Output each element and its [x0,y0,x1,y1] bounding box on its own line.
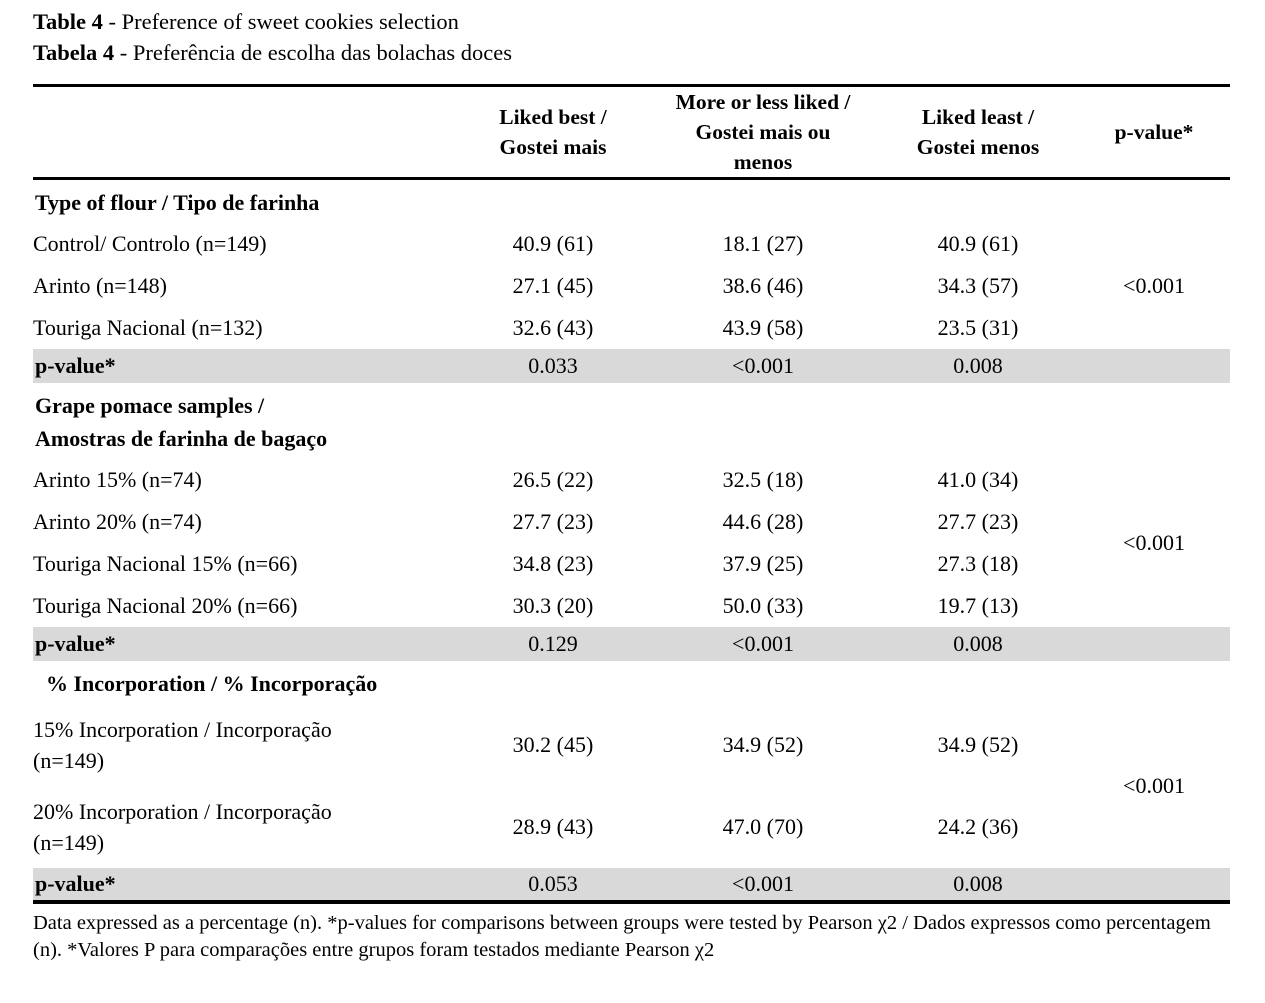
cell-more-or-less: 32.5 (18) [722,467,804,492]
p-row-label: p-value* [35,353,116,378]
caption-line-pt: Tabela 4 - Preferência de escolha das bo… [33,37,1232,68]
section-title: Type of flour / Tipo de farinha [35,190,320,215]
cell-liked-least: 23.5 (31) [937,315,1019,340]
p-cell-liked-least: 0.008 [953,631,1003,656]
caption-label-pt: Tabela 4 [33,40,115,65]
cell-more-or-less: 50.0 (33) [722,593,804,618]
table-row: Touriga Nacional (n=132) 32.6 (43) 43.9 … [33,307,1230,349]
caption-text-pt: - Preferência de escolha das bolachas do… [119,40,513,65]
cell-liked-best: 30.2 (45) [512,732,594,757]
row-label: Arinto 15% (n=74) [33,467,202,492]
preference-table: Liked best / Gostei mais More or less li… [33,84,1230,904]
table-row: Touriga Nacional 15% (n=66) 34.8 (23) 37… [33,543,1230,585]
p-value-row: p-value* 0.129 <0.001 0.008 [33,627,1230,661]
cell-liked-best: 32.6 (43) [512,315,594,340]
row-label: Touriga Nacional 20% (n=66) [33,593,298,618]
cell-more-or-less: 34.9 (52) [722,732,804,757]
row-label: Arinto (n=148) [33,273,167,298]
section-title: % Incorporation / % Incorporação [46,671,378,696]
p-value-row: p-value* 0.053 <0.001 0.008 [33,868,1230,902]
p-row-label: p-value* [35,631,116,656]
cell-group-p-value: <0.001 [1123,773,1185,798]
p-cell-liked-best: 0.033 [528,353,578,378]
table-header: Liked best / Gostei mais More or less li… [33,85,1230,180]
row-label: 15% Incorporation / Incorporação (n=149) [33,717,332,773]
table-row: 20% Incorporation / Incorporação (n=149)… [33,786,1230,868]
section-header-type-of-flour: Type of flour / Tipo de farinha [33,179,1230,224]
cell-liked-least: 27.3 (18) [937,551,1019,576]
cell-liked-least: 34.9 (52) [937,732,1019,757]
table-row: Touriga Nacional 20% (n=66) 30.3 (20) 50… [33,585,1230,627]
section-header-grape-pomace: Grape pomace samples / Amostras de farin… [33,383,1230,459]
cell-group-p-value: <0.001 [1123,530,1185,555]
section-title: Grape pomace samples / Amostras de farin… [35,393,328,451]
caption-label-en: Table 4 [33,9,103,34]
header-liked-least: Liked least / Gostei menos [878,85,1078,180]
cell-liked-best: 30.3 (20) [512,593,594,618]
p-cell-empty [1078,349,1230,383]
table-row: 15% Incorporation / Incorporação (n=149)… [33,704,1230,798]
cell-more-or-less: 44.6 (28) [722,509,804,534]
row-label: 20% Incorporation / Incorporação (n=149) [33,799,332,855]
caption-line-en: Table 4 - Preference of sweet cookies se… [33,6,1232,37]
header-more-or-less: More or less liked / Gostei mais ou meno… [648,85,878,180]
cell-liked-least: 40.9 (61) [937,231,1019,256]
header-row: Liked best / Gostei mais More or less li… [33,85,1230,180]
cell-more-or-less: 37.9 (25) [722,551,804,576]
table-row: Arinto 20% (n=74) 27.7 (23) 44.6 (28) 27… [33,501,1230,543]
cell-liked-least: 34.3 (57) [937,273,1019,298]
p-row-label: p-value* [35,871,116,896]
p-cell-liked-least: 0.008 [953,353,1003,378]
p-value-row: p-value* 0.033 <0.001 0.008 [33,349,1230,383]
cell-liked-least: 27.7 (23) [937,509,1019,534]
p-cell-more-or-less: <0.001 [732,871,794,896]
cell-liked-best: 27.7 (23) [512,509,594,534]
cell-more-or-less: 38.6 (46) [722,273,804,298]
table-row: Control/ Controlo (n=149) 40.9 (61) 18.1… [33,223,1230,298]
section-header-incorporation: % Incorporation / % Incorporação [33,661,1230,704]
table-caption: Table 4 - Preference of sweet cookies se… [33,6,1232,68]
cell-more-or-less: 18.1 (27) [722,231,804,256]
row-label: Arinto 20% (n=74) [33,509,202,534]
table-row: Arinto 15% (n=74) 26.5 (22) 32.5 (18) 41… [33,459,1230,555]
cell-liked-best: 26.5 (22) [512,467,594,492]
p-cell-empty [1078,868,1230,902]
document-page: Table 4 - Preference of sweet cookies se… [33,6,1232,961]
row-label: Control/ Controlo (n=149) [33,231,267,256]
table-row: Arinto (n=148) 27.1 (45) 38.6 (46) 34.3 … [33,265,1230,307]
cell-more-or-less: 43.9 (58) [722,315,804,340]
row-label: Touriga Nacional (n=132) [33,315,263,340]
cell-liked-least: 19.7 (13) [937,593,1019,618]
cell-liked-best: 28.9 (43) [512,814,594,839]
caption-text-en: - Preference of sweet cookies selection [108,9,459,34]
cell-more-or-less: 47.0 (70) [722,814,804,839]
header-p-value: p-value* [1078,85,1230,180]
p-cell-liked-best: 0.053 [528,871,578,896]
header-corner-cell [33,85,458,180]
cell-liked-least: 24.2 (36) [937,814,1019,839]
cell-liked-best: 40.9 (61) [512,231,594,256]
cell-liked-best: 27.1 (45) [512,273,594,298]
p-cell-empty [1078,627,1230,661]
p-cell-liked-least: 0.008 [953,871,1003,896]
header-liked-best: Liked best / Gostei mais [458,85,648,180]
p-cell-more-or-less: <0.001 [732,353,794,378]
table-body: Type of flour / Tipo de farinha Control/… [33,179,1230,902]
p-cell-more-or-less: <0.001 [732,631,794,656]
cell-group-p-value: <0.001 [1123,273,1185,298]
cell-liked-least: 41.0 (34) [937,467,1019,492]
table-footnote: Data expressed as a percentage (n). *p-v… [33,912,1211,961]
p-cell-liked-best: 0.129 [528,631,578,656]
row-label: Touriga Nacional 15% (n=66) [33,551,298,576]
cell-liked-best: 34.8 (23) [512,551,594,576]
